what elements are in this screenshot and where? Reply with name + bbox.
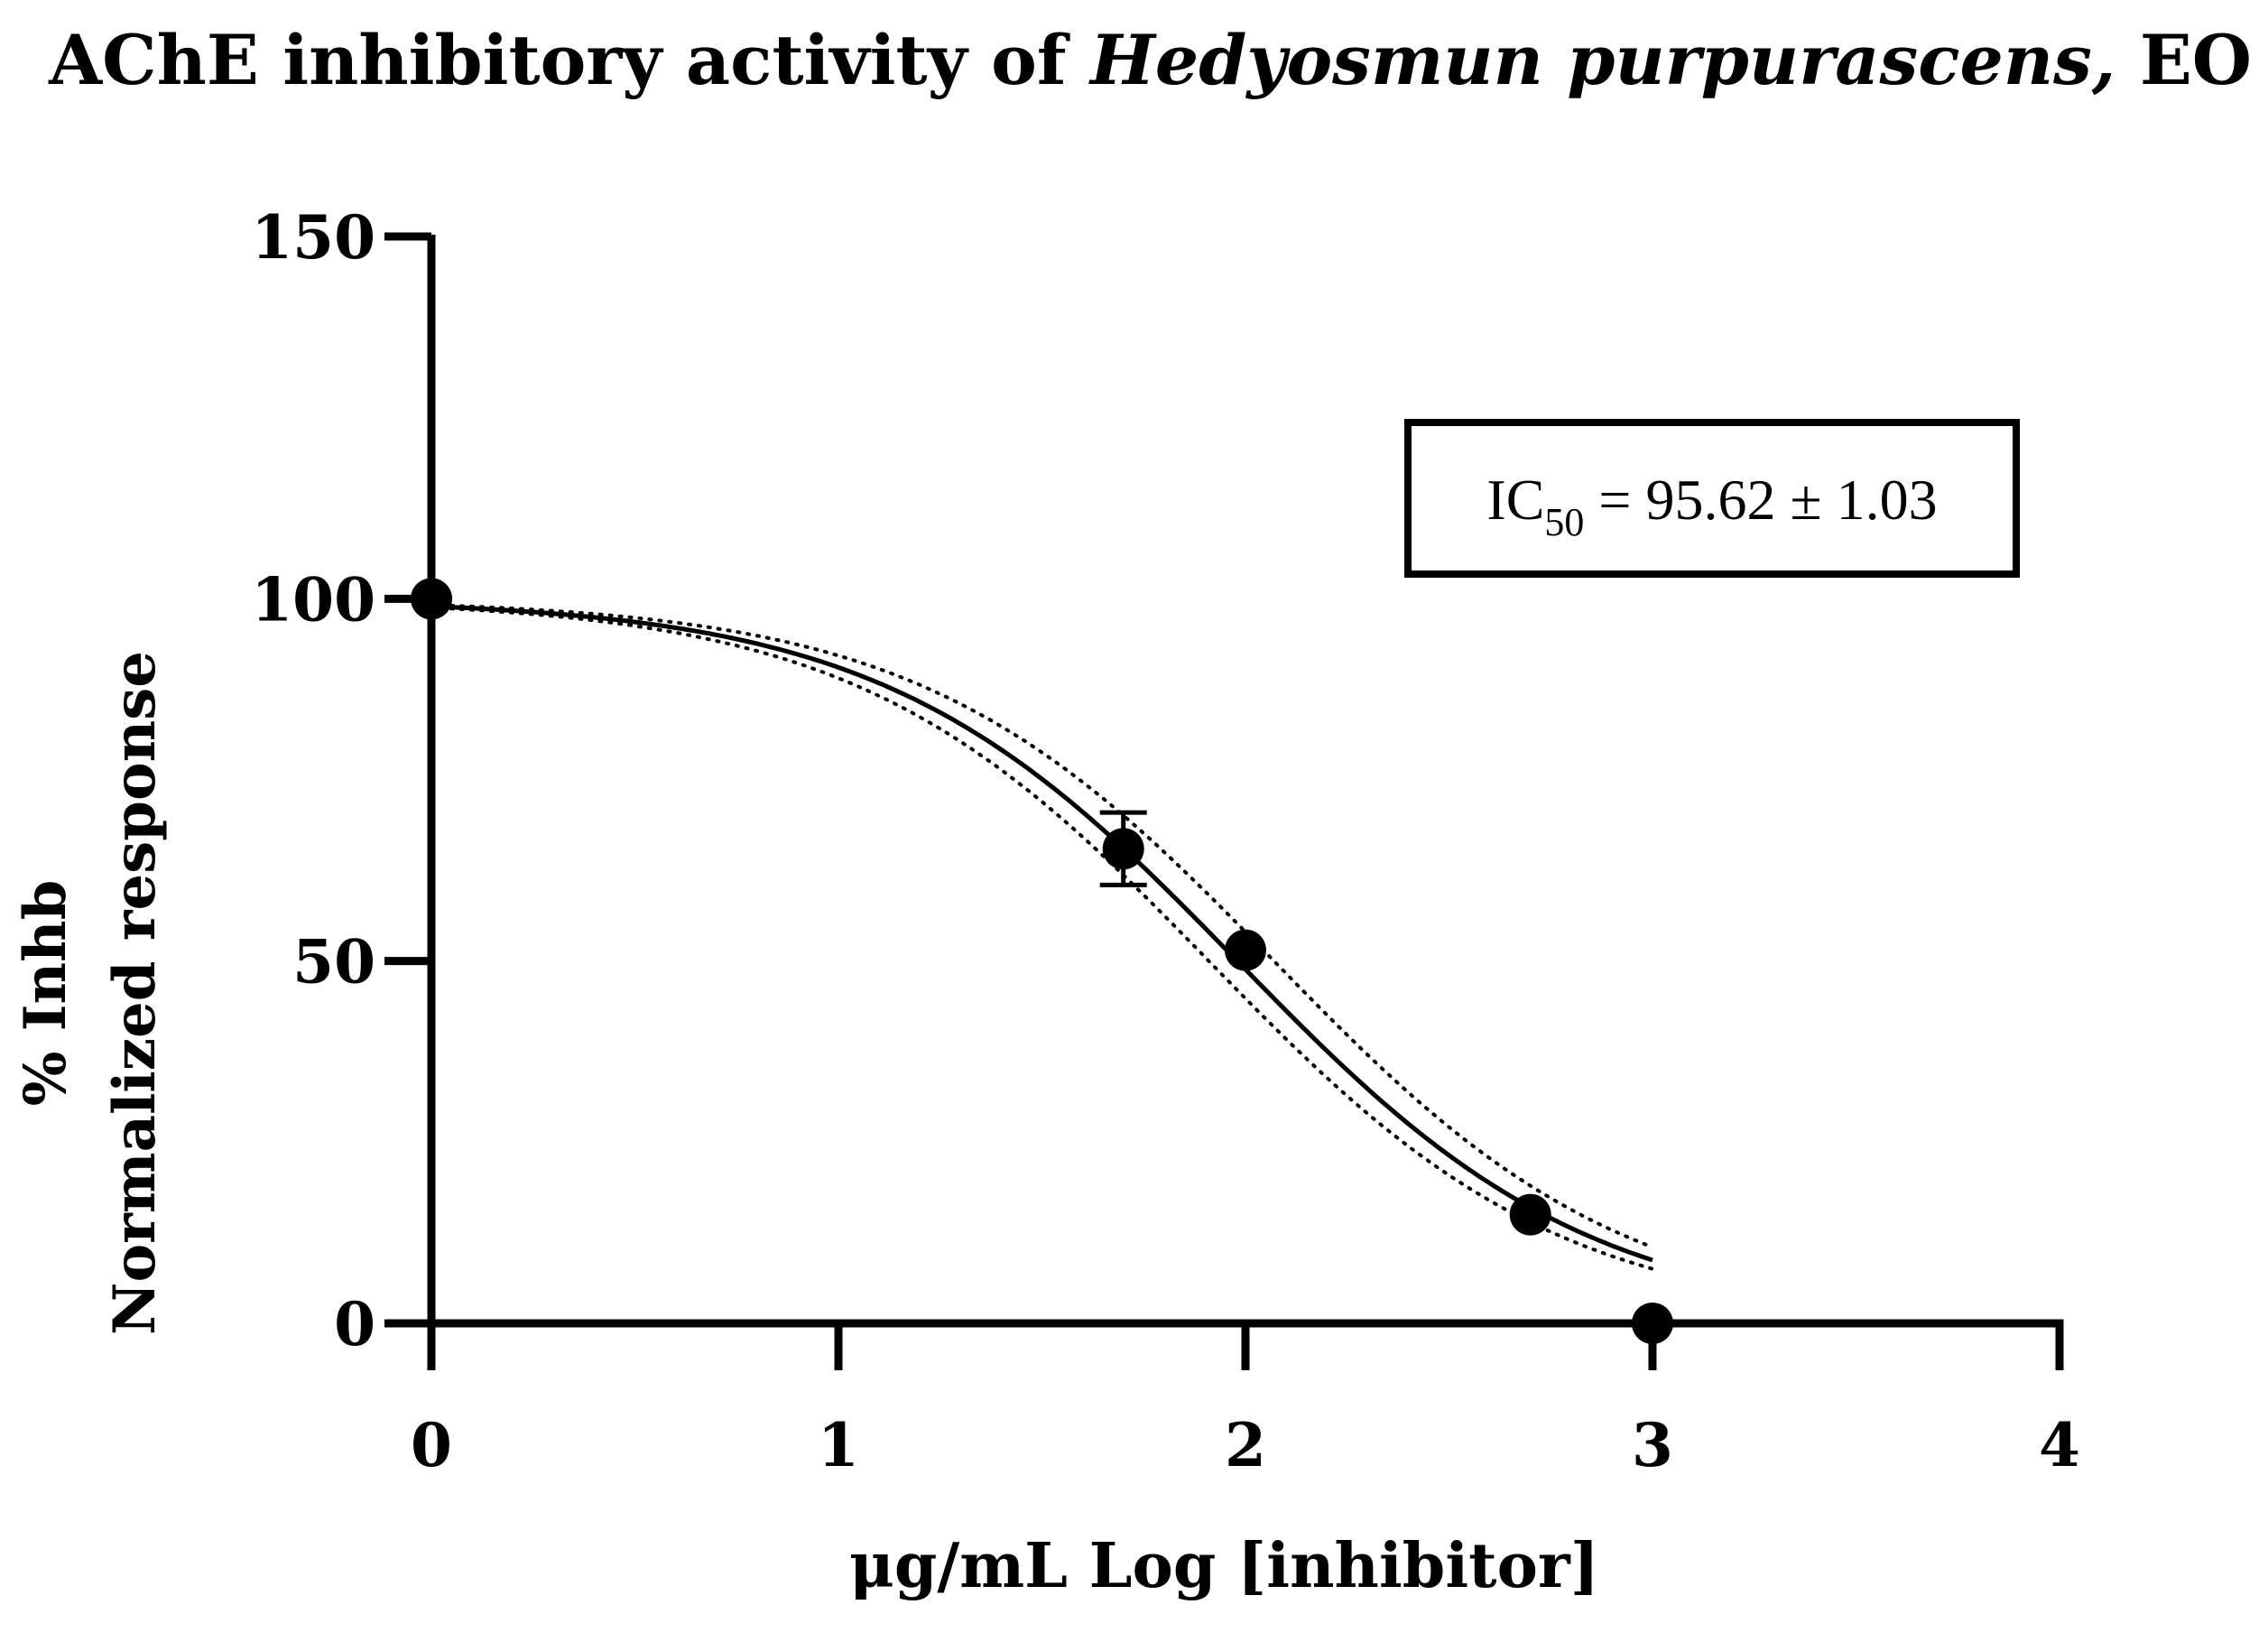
y-tick-label-0: 0 — [334, 1289, 375, 1359]
x-tick-label-0: 0 — [411, 1410, 452, 1480]
ic50-box — [1404, 419, 2020, 578]
x-tick-label-1: 1 — [818, 1410, 859, 1480]
confidence-band-lower — [430, 606, 1654, 1271]
ic50-prefix: IC — [1486, 468, 1544, 532]
y-tick-label-100: 100 — [251, 564, 375, 635]
data-point-2 — [1225, 929, 1266, 971]
data-point-3 — [1509, 1193, 1551, 1236]
confidence-band-upper — [430, 603, 1654, 1249]
chart-title-suffix: EO — [2115, 20, 2252, 100]
axes: 0 50 100 150 0 1 2 3 4 — [251, 202, 2080, 1480]
x-tick-label-3: 3 — [1632, 1410, 1673, 1480]
x-tick-label-2: 2 — [1225, 1410, 1266, 1480]
ic50-text: IC50 = 95.62 ± 1.03 — [1486, 468, 1937, 544]
fit-curve-line — [430, 604, 1653, 1263]
y-tick-label-150: 150 — [251, 202, 375, 273]
data-point-4 — [1632, 1303, 1673, 1344]
y-tick-label-50: 50 — [292, 927, 375, 997]
data-point-0 — [411, 578, 452, 620]
ic50-subscript: 50 — [1544, 500, 1584, 544]
fit-curves — [430, 603, 1654, 1271]
chart-title: AChE inhibitory activity of Hedyosmun pu… — [0, 20, 2268, 100]
chart-title-species: Hedyosmun purpurascens, — [1090, 20, 2116, 100]
x-tick-label-4: 4 — [2039, 1410, 2080, 1480]
chart-title-prefix: AChE inhibitory activity of — [49, 20, 1091, 100]
data-point-1 — [1102, 828, 1144, 870]
ic50-value: = 95.62 ± 1.03 — [1584, 468, 1937, 532]
ic50-annotation: IC50 = 95.62 ± 1.03 — [1404, 419, 2020, 578]
data-points — [411, 578, 1673, 1344]
x-axis-label: μg/mL Log [inhibitor] — [849, 1530, 1599, 1602]
